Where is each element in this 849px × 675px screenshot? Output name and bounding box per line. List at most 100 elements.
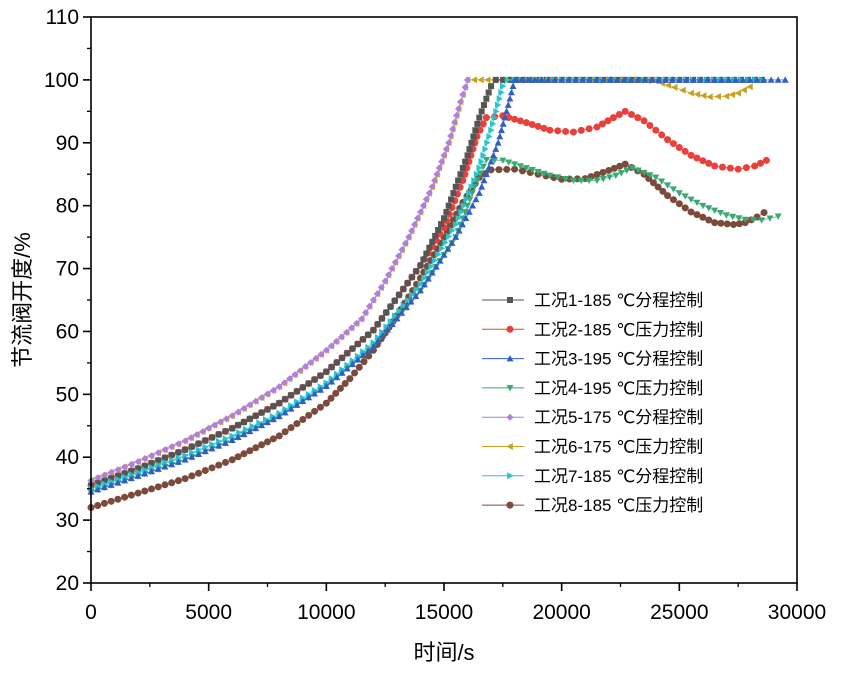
data-point xyxy=(362,309,370,317)
data-point xyxy=(681,193,689,200)
data-point xyxy=(388,265,396,273)
data-point xyxy=(221,439,229,446)
data-point xyxy=(202,443,209,451)
data-point xyxy=(474,177,482,184)
legend-marker xyxy=(506,443,513,450)
data-point xyxy=(369,343,377,350)
data-point xyxy=(148,460,155,467)
data-point xyxy=(101,477,108,484)
data-point xyxy=(360,348,367,356)
data-point xyxy=(348,360,356,367)
data-point xyxy=(400,302,407,310)
y-tick-label: 20 xyxy=(56,572,79,595)
data-point xyxy=(681,204,689,212)
data-point xyxy=(558,76,566,83)
data-point xyxy=(749,217,757,224)
data-point xyxy=(482,114,490,122)
data-point xyxy=(182,446,189,453)
data-point xyxy=(121,477,129,484)
data-point xyxy=(476,170,484,177)
data-point xyxy=(757,159,765,167)
data-point xyxy=(544,76,552,83)
data-point xyxy=(134,489,142,497)
data-point xyxy=(751,162,759,170)
data-point xyxy=(593,177,601,185)
data-point xyxy=(299,384,306,391)
data-point xyxy=(652,126,660,134)
data-point xyxy=(658,178,666,185)
y-tick-label: 110 xyxy=(46,6,79,29)
data-point xyxy=(424,275,432,282)
data-point xyxy=(726,164,734,172)
data-point xyxy=(711,76,719,83)
data-point xyxy=(101,480,108,488)
data-point xyxy=(364,347,372,354)
data-point xyxy=(468,183,475,191)
data-point xyxy=(385,271,393,279)
data-point xyxy=(354,341,361,348)
x-tick-label: 20000 xyxy=(532,601,590,624)
data-point xyxy=(537,76,545,83)
data-point xyxy=(276,400,283,407)
data-point xyxy=(404,280,411,287)
data-point xyxy=(488,83,495,90)
data-point xyxy=(216,418,224,426)
data-point xyxy=(489,120,497,128)
data-point xyxy=(483,95,490,102)
data-point xyxy=(401,239,409,247)
data-point xyxy=(282,396,289,403)
x-tick-label: 25000 xyxy=(650,601,708,624)
data-point xyxy=(107,497,115,505)
data-point xyxy=(476,114,483,121)
data-point xyxy=(128,467,135,474)
data-point xyxy=(484,76,491,84)
data-point xyxy=(484,139,491,147)
data-point xyxy=(491,157,499,164)
data-point xyxy=(411,221,419,229)
data-point xyxy=(612,172,620,179)
data-point xyxy=(343,365,351,372)
data-point xyxy=(464,76,472,84)
data-point xyxy=(435,227,442,234)
data-point xyxy=(354,352,362,360)
x-axis-title: 时间/s xyxy=(413,640,474,665)
data-point xyxy=(369,296,377,304)
data-point xyxy=(391,312,399,320)
data-point xyxy=(669,140,677,148)
data-point xyxy=(381,277,389,285)
data-point xyxy=(396,307,403,315)
data-point xyxy=(234,433,242,441)
data-point xyxy=(431,177,439,185)
legend-item: 工况4-195 ℃压力控制 xyxy=(482,379,703,398)
data-point xyxy=(388,320,396,327)
data-point xyxy=(365,343,372,351)
data-point xyxy=(615,110,623,118)
data-point xyxy=(252,412,259,419)
data-point xyxy=(609,114,617,122)
data-point xyxy=(534,122,542,130)
data-point xyxy=(705,159,713,167)
data-point xyxy=(693,154,701,162)
data-point xyxy=(634,76,642,83)
data-point xyxy=(108,475,115,482)
data-point xyxy=(396,291,403,298)
data-point xyxy=(468,190,476,197)
data-point xyxy=(470,133,477,140)
data-point xyxy=(442,145,450,153)
data-point xyxy=(365,352,373,360)
data-point xyxy=(641,76,649,83)
data-point xyxy=(293,388,300,395)
x-tick-label: 5000 xyxy=(185,601,232,624)
data-point xyxy=(344,350,351,357)
data-point xyxy=(316,386,324,393)
x-tick-label: 0 xyxy=(85,601,97,624)
data-point xyxy=(506,95,514,102)
data-point xyxy=(482,145,489,153)
data-point xyxy=(699,157,707,165)
data-point xyxy=(264,390,271,398)
data-point xyxy=(228,436,236,444)
legend-marker xyxy=(506,501,514,509)
data-point xyxy=(449,125,457,133)
data-point xyxy=(562,176,570,183)
data-point xyxy=(168,443,176,451)
